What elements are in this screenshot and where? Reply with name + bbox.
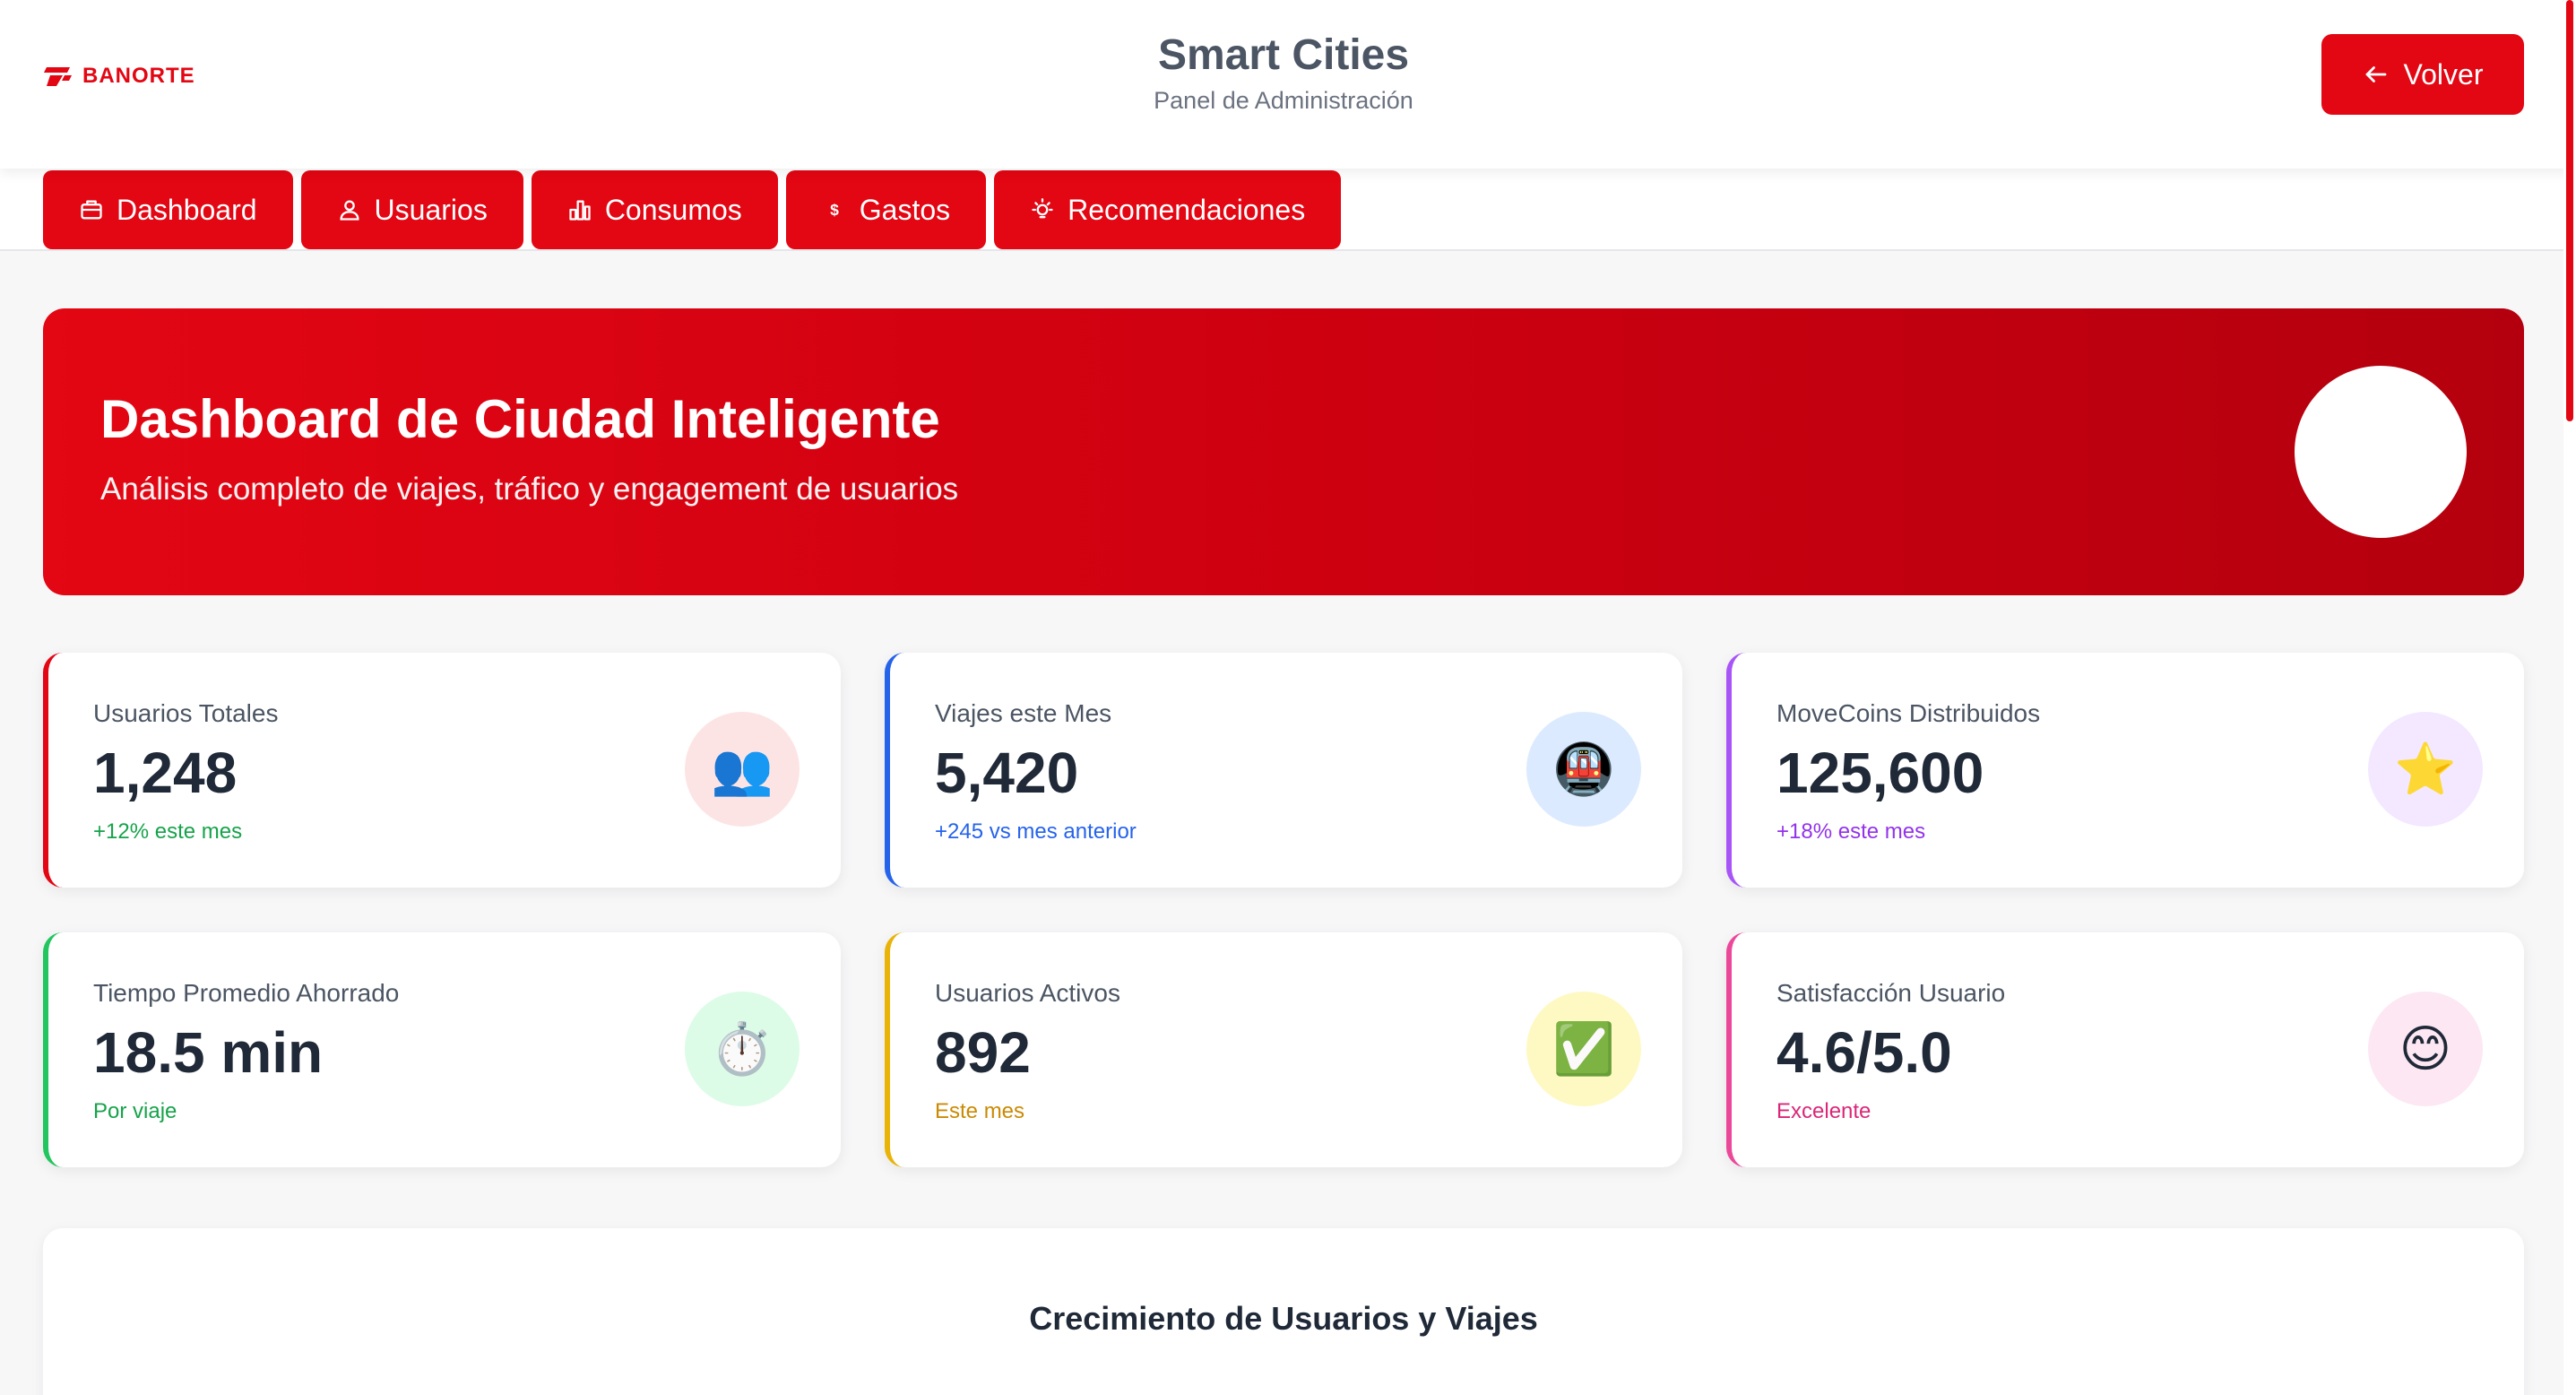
users-icon [340,200,359,221]
svg-text:$: $ [830,201,839,219]
stat-label: Usuarios Totales [93,699,279,727]
tab-label: Gastos [859,193,951,226]
stat-note: Este mes [935,1099,1025,1123]
stat-card-usuarios-totales: Usuarios Totales 1,248 +12% este mes 👥 [43,653,841,888]
hero-avatar-circle [2295,366,2467,538]
stat-card-satisfaccion: Satisfacción Usuario 4.6/5.0 Excelente 😊 [1726,932,2524,1167]
tab-label: Recomendaciones [1068,193,1306,226]
stat-label: Satisfacción Usuario [1776,979,2006,1007]
back-button[interactable]: Volver [2321,34,2524,115]
check-icon: ✅ [1526,992,1641,1106]
stat-note: +12% este mes [93,819,243,844]
tab-label: Dashboard [117,193,257,226]
tab-label: Usuarios [374,193,488,226]
tab-label: Consumos [604,193,742,226]
stat-note: Por viaje [93,1099,177,1123]
growth-chart-panel: Crecimiento de Usuarios y Viajes [43,1228,2524,1395]
page-scrollbar[interactable] [2563,0,2576,1395]
stat-label: MoveCoins Distribuidos [1776,699,2041,727]
scrollbar-thumb[interactable] [2566,0,2573,421]
stat-note: +18% este mes [1776,819,1926,844]
tab-bar: Dashboard Usuarios Consumos $ Gastos Rec… [0,169,2576,251]
briefcase-icon [81,200,102,220]
stat-card-tiempo-ahorrado: Tiempo Promedio Ahorrado 18.5 min Por vi… [43,932,841,1167]
stat-label: Usuarios Activos [935,979,1120,1007]
metro-icon: 🚇 [1526,712,1641,827]
tab-list: Dashboard Usuarios Consumos $ Gastos Rec… [43,170,1342,249]
back-button-label: Volver [2403,57,2484,91]
chart-title: Crecimiento de Usuarios y Viajes [1029,1300,1538,1337]
hero-banner: Dashboard de Ciudad Inteligente Análisis… [43,308,2524,595]
bar-chart-icon [569,200,591,221]
users-icon: 👥 [685,712,800,827]
logo-text: BANORTE [82,64,195,88]
stat-value: 5,420 [935,741,1079,805]
stat-note: Excelente [1776,1099,1871,1123]
banorte-logo[interactable]: BANORTE [43,63,195,90]
stat-value: 1,248 [93,741,238,805]
tab-recomendaciones[interactable]: Recomendaciones [994,170,1342,249]
stat-label: Viajes este Mes [935,699,1112,727]
stat-note: +245 vs mes anterior [935,819,1137,844]
header-title-block: Smart Cities Panel de Administración [896,29,1671,117]
stat-value: 4.6/5.0 [1776,1020,1952,1085]
stat-card-movecoins: MoveCoins Distribuidos 125,600 +18% este… [1726,653,2524,888]
stat-label: Tiempo Promedio Ahorrado [93,979,400,1007]
tab-gastos[interactable]: $ Gastos [785,170,987,249]
star-icon: ⭐ [2368,712,2483,827]
stat-value: 892 [935,1020,1031,1085]
arrow-left-icon [2365,66,2386,82]
stat-value: 18.5 min [93,1020,324,1085]
dollar-icon: $ [830,201,839,219]
tab-usuarios[interactable]: Usuarios [300,170,523,249]
app-header: BANORTE Smart Cities Panel de Administra… [0,0,2576,169]
banorte-logo-icon [44,67,72,86]
tab-consumos[interactable]: Consumos [531,170,778,249]
smiley-icon: 😊 [2368,992,2483,1106]
app-subtitle: Panel de Administración [1154,87,1413,114]
hero-subtitle: Análisis completo de viajes, tráfico y e… [100,472,959,507]
stat-card-viajes-mes: Viajes este Mes 5,420 +245 vs mes anteri… [885,653,1682,888]
hero-title: Dashboard de Ciudad Inteligente [100,389,940,449]
lightbulb-icon [1032,198,1053,219]
stat-value: 125,600 [1776,741,1984,805]
stopwatch-icon: ⏱️ [685,992,800,1106]
app-title: Smart Cities [1157,31,1410,79]
tab-dashboard[interactable]: Dashboard [43,170,293,249]
stat-card-usuarios-activos: Usuarios Activos 892 Este mes ✅ [885,932,1682,1167]
